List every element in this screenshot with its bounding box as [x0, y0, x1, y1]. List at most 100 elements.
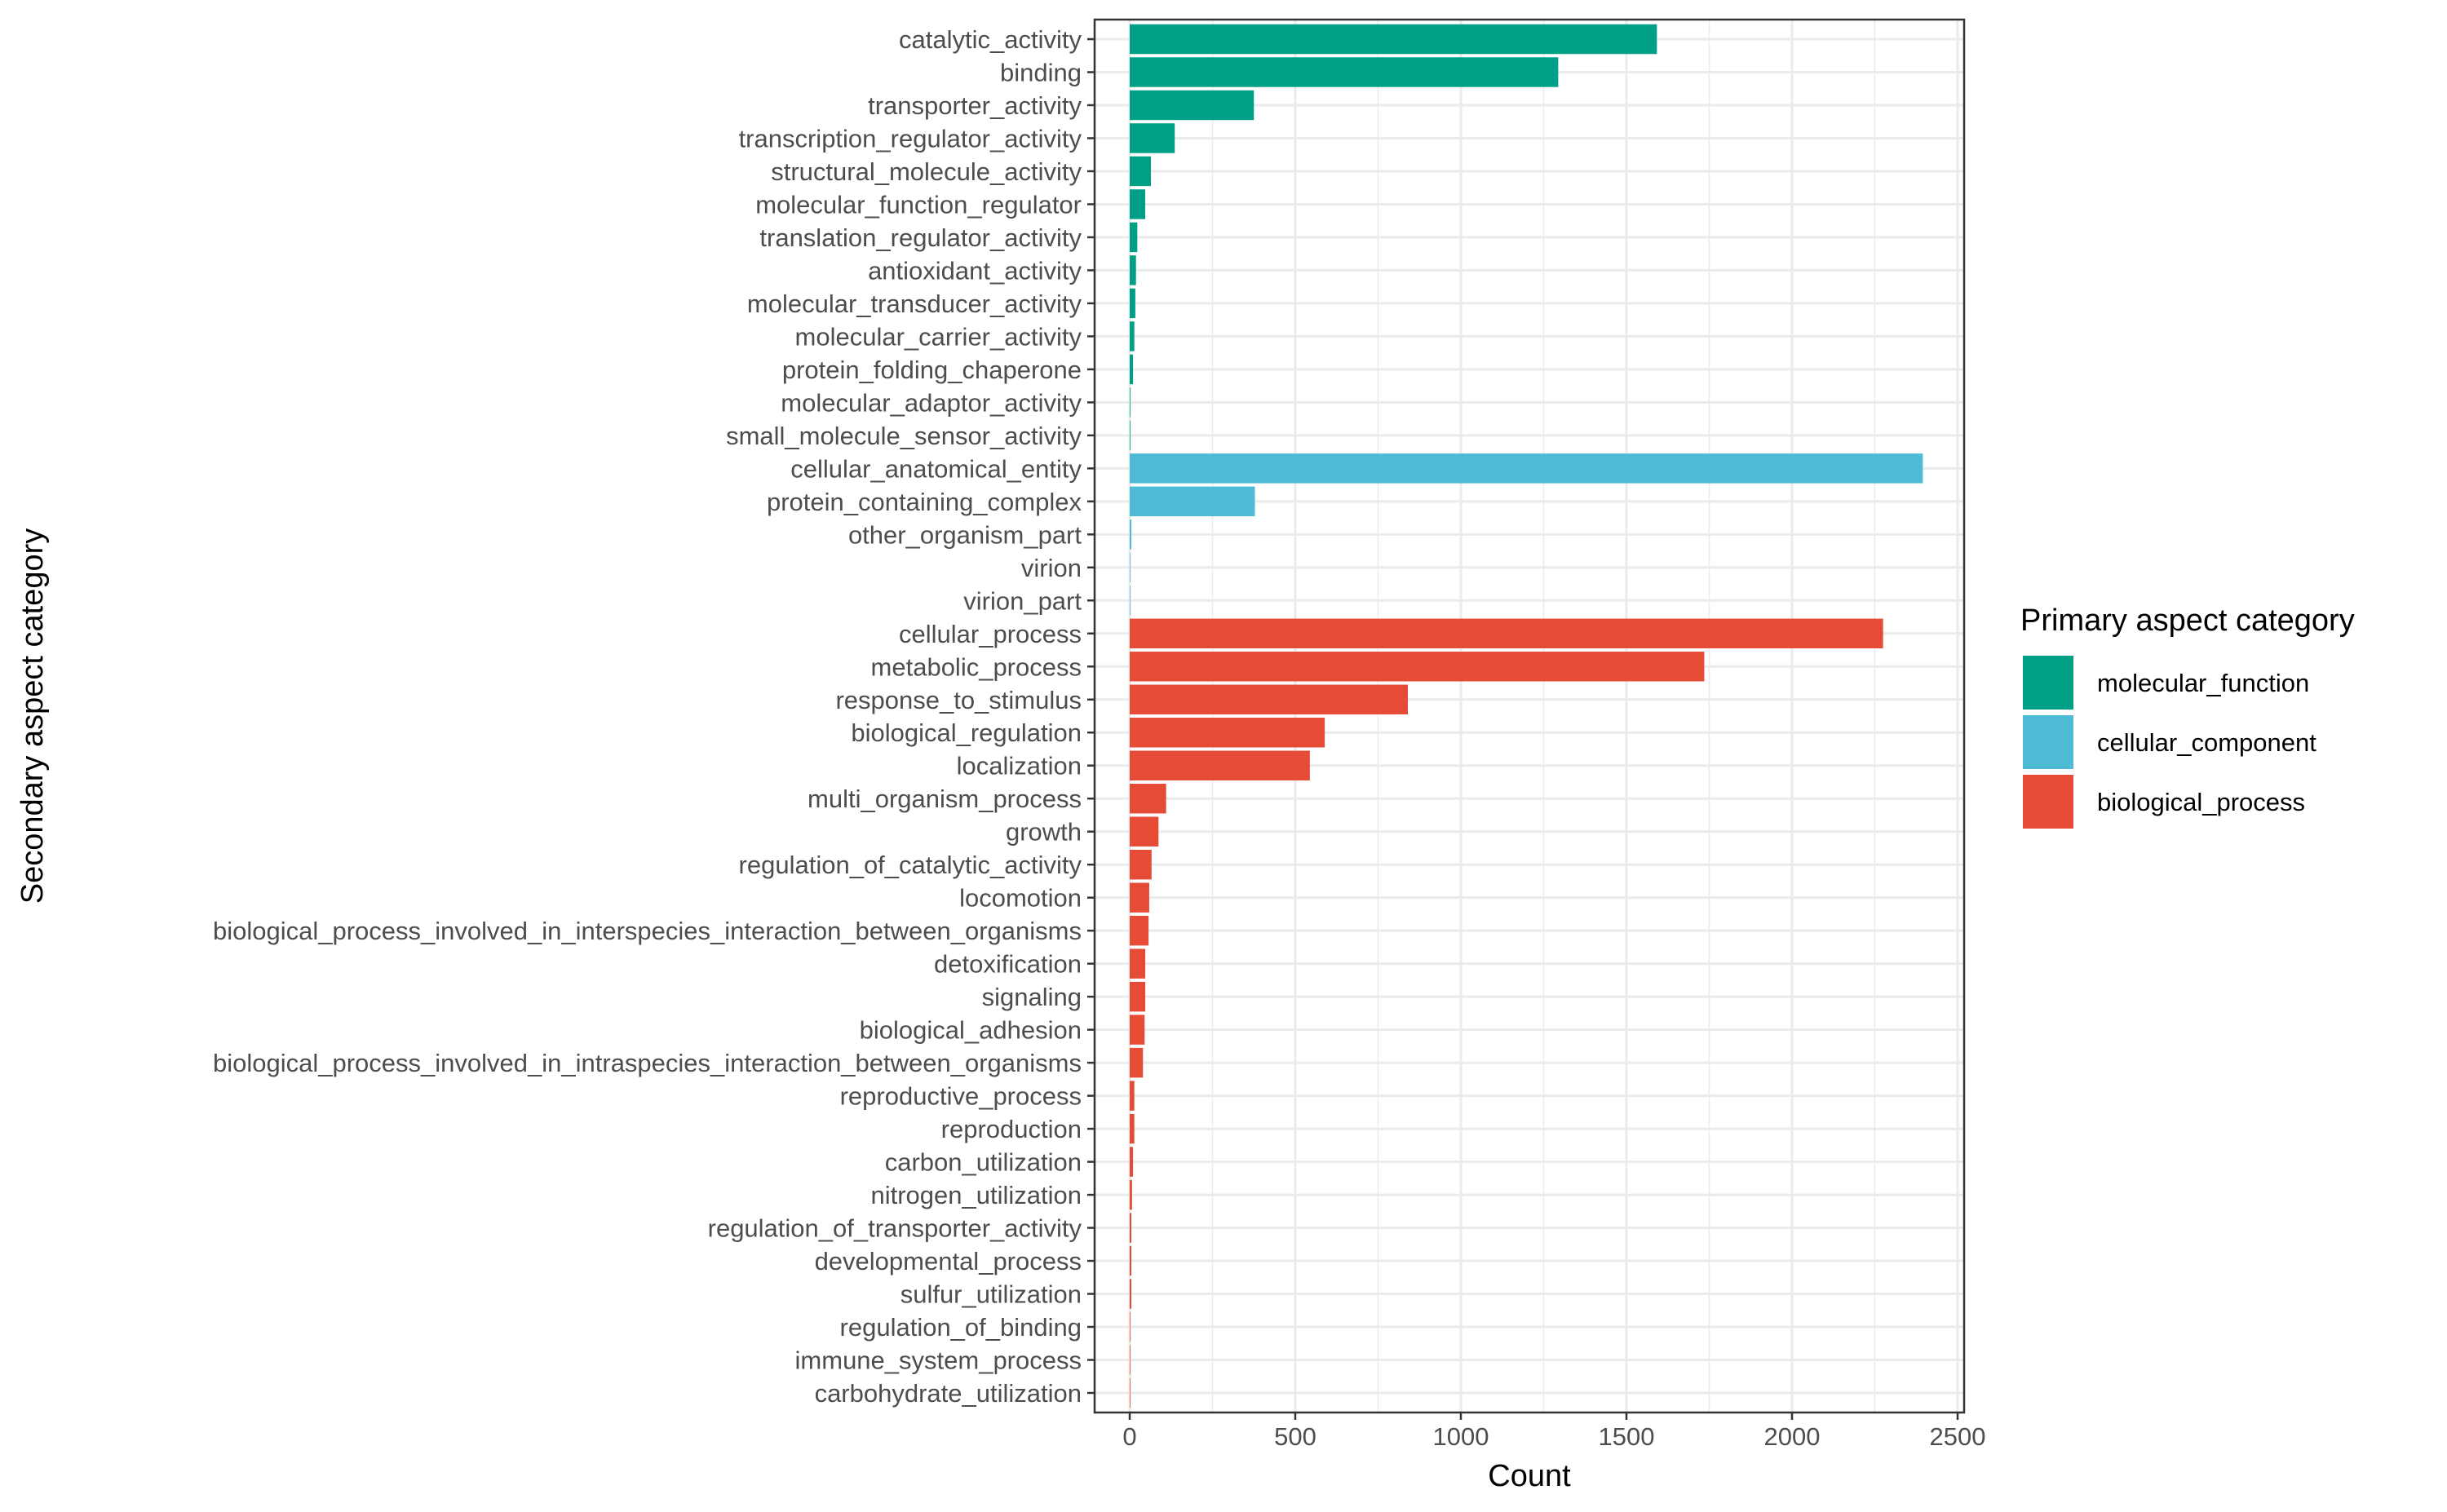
- bar-molecular_transducer_activity: [1130, 288, 1135, 319]
- bar-detoxification: [1130, 948, 1146, 979]
- bar-other_organism_part: [1130, 519, 1132, 550]
- bar-binding: [1130, 57, 1559, 87]
- bar-regulation_of_binding: [1130, 1311, 1131, 1342]
- bar-sulfur_utilization: [1130, 1279, 1132, 1309]
- y-tick-label: localization: [957, 752, 1082, 780]
- y-tick-label: growth: [1006, 818, 1082, 847]
- bar-locomotion: [1130, 882, 1149, 913]
- bar-nitrogen_utilization: [1130, 1179, 1132, 1210]
- bar-antioxidant_activity: [1130, 255, 1136, 285]
- y-tick-label: immune_system_process: [795, 1346, 1082, 1375]
- y-tick-label: biological_process_involved_in_interspec…: [213, 917, 1082, 945]
- bar-multi_organism_process: [1130, 784, 1166, 814]
- y-tick-label: virion: [1021, 554, 1082, 582]
- bar-biological_process_involved_in_intraspecies_interaction_between_organisms: [1130, 1047, 1144, 1078]
- y-tick-label: detoxification: [934, 950, 1082, 979]
- bar-molecular_function_regulator: [1130, 189, 1146, 219]
- bar-signaling: [1130, 981, 1146, 1012]
- bar-regulation_of_catalytic_activity: [1130, 849, 1152, 880]
- x-tick-label: 0: [1122, 1422, 1136, 1451]
- bar-developmental_process: [1130, 1245, 1132, 1276]
- legend-label: cellular_component: [2097, 728, 2316, 757]
- y-tick-label: biological_regulation: [851, 718, 1082, 747]
- bar-carbon_utilization: [1130, 1147, 1134, 1177]
- bar-catalytic_activity: [1130, 24, 1657, 55]
- bar-transporter_activity: [1130, 90, 1254, 121]
- y-tick-label: catalytic_activity: [899, 25, 1082, 54]
- legend-label: molecular_function: [2097, 669, 2309, 697]
- bar-molecular_adaptor_activity: [1130, 387, 1131, 418]
- y-tick-label: virion_part: [963, 586, 1082, 615]
- bars: [1130, 24, 1923, 1408]
- y-tick-label: regulation_of_transporter_activity: [708, 1214, 1082, 1243]
- bar-molecular_carrier_activity: [1130, 321, 1135, 351]
- plot-panel: [1095, 20, 1964, 1413]
- y-tick-label: transporter_activity: [868, 91, 1082, 120]
- y-tick-label: molecular_carrier_activity: [795, 322, 1082, 351]
- y-tick-label: developmental_process: [815, 1247, 1082, 1275]
- bar-protein_folding_chaperone: [1130, 354, 1134, 385]
- bar-metabolic_process: [1130, 652, 1705, 682]
- legend-key-biological_process: [2023, 775, 2073, 829]
- x-ticks: 0 500 1000 1500 2000 2500: [1122, 1413, 1985, 1451]
- y-tick-label: reproduction: [941, 1115, 1082, 1143]
- y-tick-label: transcription_regulator_activity: [739, 124, 1082, 153]
- x-tick-label: 2000: [1764, 1422, 1821, 1451]
- bar-carbohydrate_utilization: [1130, 1377, 1131, 1408]
- legend-title: Primary aspect category: [2020, 603, 2355, 638]
- y-axis-title: Secondary aspect category: [15, 528, 50, 904]
- y-tick-label: antioxidant_activity: [868, 256, 1082, 285]
- y-tick-label: carbon_utilization: [885, 1148, 1082, 1177]
- bar-virion: [1130, 552, 1131, 583]
- legend-key-cellular_component: [2023, 715, 2073, 769]
- y-tick-label: small_molecule_sensor_activity: [726, 422, 1082, 450]
- bar-cellular_process: [1130, 618, 1883, 648]
- bar-cellular_anatomical_entity: [1130, 453, 1923, 484]
- y-tick-label: regulation_of_binding: [840, 1313, 1082, 1342]
- bar-growth: [1130, 816, 1159, 847]
- y-tick-label: cellular_process: [899, 620, 1082, 648]
- y-tick-label: response_to_stimulus: [835, 686, 1082, 714]
- bar-small_molecule_sensor_activity: [1130, 420, 1131, 451]
- bar-biological_regulation: [1130, 718, 1325, 748]
- y-tick-label: regulation_of_catalytic_activity: [739, 851, 1082, 879]
- bar-structural_molecule_activity: [1130, 156, 1151, 187]
- y-tick-label: molecular_adaptor_activity: [781, 388, 1082, 417]
- bar-protein_containing_complex: [1130, 486, 1255, 517]
- y-tick-label: binding: [1000, 58, 1082, 86]
- bar-biological_adhesion: [1130, 1015, 1145, 1045]
- bar-virion_part: [1130, 586, 1131, 616]
- y-tick-label: locomotion: [959, 884, 1082, 913]
- legend: Primary aspect category molecular_functi…: [2020, 603, 2355, 829]
- bar-response_to_stimulus: [1130, 684, 1409, 714]
- y-tick-label: carbohydrate_utilization: [815, 1379, 1082, 1408]
- y-tick-label: reproductive_process: [840, 1082, 1082, 1111]
- y-tick-label: protein_folding_chaperone: [782, 356, 1082, 384]
- bar-reproduction: [1130, 1113, 1135, 1144]
- bar-immune_system_process: [1130, 1345, 1131, 1375]
- legend-label: biological_process: [2097, 788, 2305, 816]
- y-tick-label: structural_molecule_activity: [771, 157, 1082, 186]
- y-tick-label: nitrogen_utilization: [870, 1181, 1082, 1209]
- y-tick-label: protein_containing_complex: [767, 488, 1082, 516]
- x-tick-label: 500: [1274, 1422, 1316, 1451]
- grid: [1095, 20, 1964, 1413]
- y-tick-label: multi_organism_process: [808, 785, 1082, 813]
- y-tick-label: cellular_anatomical_entity: [790, 454, 1082, 483]
- y-tick-label: sulfur_utilization: [900, 1280, 1082, 1309]
- x-tick-label: 1000: [1433, 1422, 1489, 1451]
- x-tick-label: 2500: [1930, 1422, 1986, 1451]
- x-axis-title: Count: [1488, 1459, 1571, 1493]
- y-tick-label: biological_process_involved_in_intraspec…: [213, 1049, 1082, 1077]
- bar-translation_regulator_activity: [1130, 222, 1138, 253]
- y-tick-label: signaling: [982, 983, 1082, 1011]
- panel-border: [1093, 18, 1966, 1414]
- bar-reproductive_process: [1130, 1081, 1135, 1111]
- y-tick-label: biological_adhesion: [860, 1016, 1082, 1045]
- y-tick-label: molecular_transducer_activity: [747, 290, 1082, 318]
- y-tick-label: translation_regulator_activity: [759, 223, 1082, 252]
- x-tick-label: 1500: [1599, 1422, 1655, 1451]
- y-tick-label: molecular_function_regulator: [755, 190, 1082, 219]
